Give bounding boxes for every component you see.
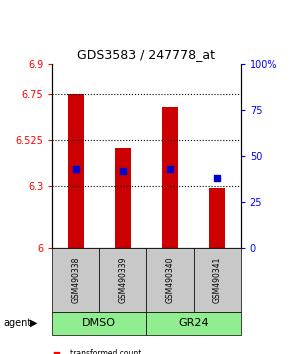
Bar xyxy=(209,188,225,248)
Text: ▶: ▶ xyxy=(30,318,37,328)
Bar xyxy=(115,148,131,248)
Text: agent: agent xyxy=(3,318,31,328)
Text: GSM490338: GSM490338 xyxy=(71,256,80,303)
Bar xyxy=(162,107,178,248)
Text: GSM490340: GSM490340 xyxy=(166,256,175,303)
Title: GDS3583 / 247778_at: GDS3583 / 247778_at xyxy=(77,48,215,61)
Bar xyxy=(68,95,84,248)
Text: GSM490341: GSM490341 xyxy=(213,256,222,303)
Text: GSM490339: GSM490339 xyxy=(118,256,127,303)
Text: DMSO: DMSO xyxy=(82,318,116,328)
Text: transformed count: transformed count xyxy=(70,349,141,354)
Text: ■: ■ xyxy=(52,349,60,354)
Text: GR24: GR24 xyxy=(178,318,209,328)
